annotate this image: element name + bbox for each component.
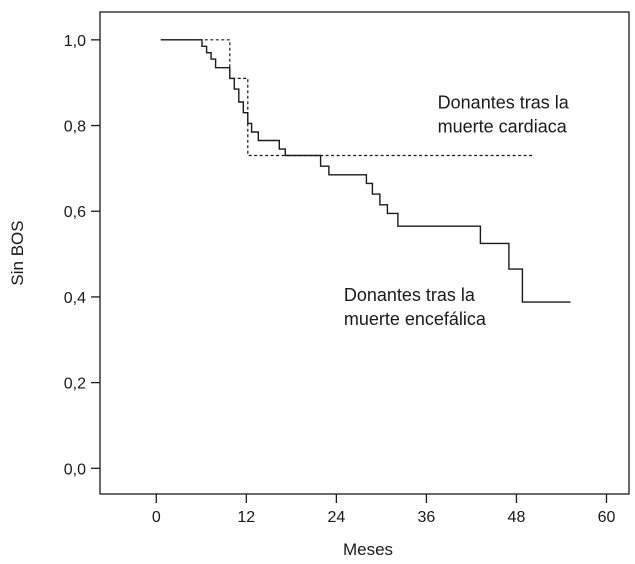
y-tick-label: 0,8 <box>64 119 86 136</box>
x-tick-label: 24 <box>327 509 345 526</box>
x-tick-label: 0 <box>152 509 161 526</box>
annotation-group: Donantes tras la muerte cardiacaDonantes … <box>344 92 570 329</box>
y-tick-label: 1,0 <box>64 33 86 50</box>
y-tick-label: 0,2 <box>64 376 86 393</box>
x-axis: 0 12 24 36 48 60 <box>152 494 616 526</box>
x-tick-label: 60 <box>598 509 616 526</box>
x-tick-label: 36 <box>418 509 436 526</box>
y-tick-label: 0,6 <box>64 204 86 221</box>
series-annotation: Donantes tras la muerte cardiaca <box>438 92 570 136</box>
x-tick-label: 12 <box>237 509 255 526</box>
series-annotation: Donantes tras la muerte encefálica <box>344 285 487 329</box>
annotation-line: muerte encefálica <box>344 309 487 329</box>
x-tick-label: 48 <box>508 509 526 526</box>
y-tick-label: 0,0 <box>64 461 86 478</box>
y-axis-title: Sin BOS <box>8 220 27 285</box>
plot-frame <box>99 11 630 495</box>
annotation-line: Donantes tras la <box>438 92 570 112</box>
series-line-dashed <box>160 39 533 157</box>
series-group <box>160 39 571 303</box>
x-axis-title: Meses <box>343 540 393 559</box>
y-tick-label: 0,4 <box>64 290 86 307</box>
annotation-line: Donantes tras la <box>344 285 476 305</box>
annotation-line: muerte cardiaca <box>438 116 568 136</box>
y-axis: 0,0 0,2 0,4 0,6 0,8 1,0 <box>64 33 100 478</box>
series-line-solid <box>160 39 571 303</box>
